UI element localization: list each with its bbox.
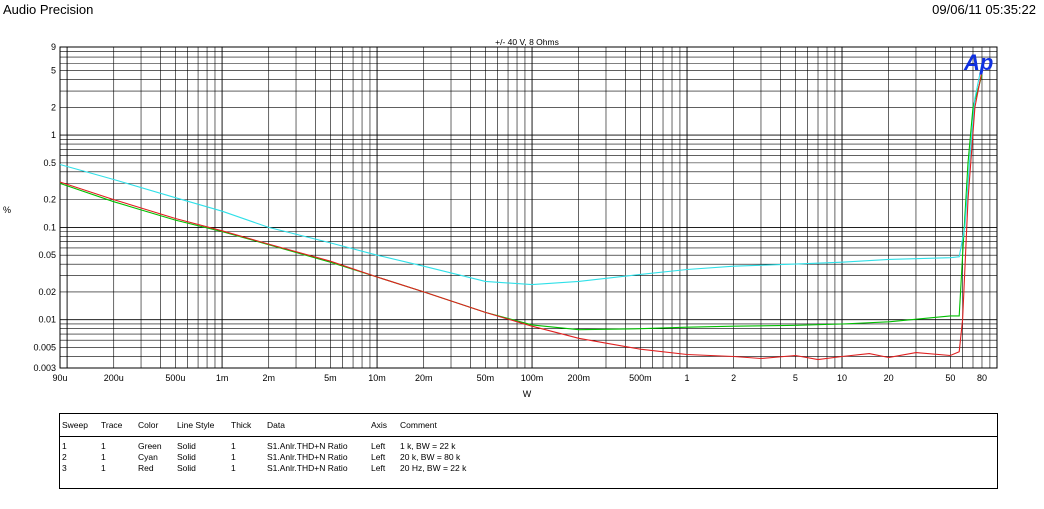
chart-title: +/- 40 V, 8 Ohms — [495, 37, 559, 47]
x-tick-label: 100m — [521, 373, 544, 383]
x-tick-label: 500m — [629, 373, 652, 383]
app-title: Audio Precision — [3, 2, 94, 17]
cell: 1 — [101, 463, 106, 473]
x-tick-label: 1m — [216, 373, 229, 383]
traces — [59, 63, 983, 361]
y-tick-label: 0.003 — [33, 363, 56, 373]
trace-1 — [59, 74, 983, 331]
y-tick-label: 0.005 — [33, 343, 56, 353]
cell: 1 — [231, 441, 236, 451]
x-tick-label: 1 — [685, 373, 690, 383]
x-tick-label: 5 — [793, 373, 798, 383]
x-tick-label: 80 — [977, 373, 987, 383]
x-tick-label: 2 — [731, 373, 736, 383]
cell: Cyan — [138, 452, 158, 462]
cell: S1.Anlr.THD+N Ratio — [267, 452, 348, 462]
timestamp: 09/06/11 05:35:22 — [932, 2, 1036, 17]
y-tick-label: 5 — [51, 66, 56, 76]
y-tick-label: 0.02 — [38, 287, 56, 297]
cell: 1 — [101, 452, 106, 462]
y-axis-label: % — [3, 205, 11, 215]
thd-plot: 90u 200u 500u 1m 2m 5m 10m 20m 50m 100m 200m 500m 1 2… — [3, 37, 998, 399]
col-line-style: Line Style — [177, 420, 215, 430]
cell: 1 — [101, 441, 106, 451]
y-tick-label: 1 — [51, 130, 56, 140]
cell: S1.Anlr.THD+N Ratio — [267, 463, 348, 473]
y-tick-label: 0.1 — [43, 222, 56, 232]
col-trace: Trace — [101, 420, 123, 430]
cell: 20 k, BW = 80 k — [400, 452, 461, 462]
cell: 1 k, BW = 22 k — [400, 441, 456, 451]
x-tick-label: 10 — [837, 373, 847, 383]
y-tick-label: 0.5 — [43, 158, 56, 168]
cell: 1 — [231, 452, 236, 462]
cell: Solid — [177, 452, 196, 462]
cell: Green — [138, 441, 162, 451]
col-data: Data — [267, 420, 285, 430]
col-thick: Thick — [231, 420, 252, 430]
cell: Red — [138, 463, 154, 473]
cell: S1.Anlr.THD+N Ratio — [267, 441, 348, 451]
x-tick-label: 20m — [415, 373, 433, 383]
y-tick-label: 9 — [51, 42, 56, 52]
col-color: Color — [138, 420, 159, 430]
x-tick-label: 2m — [262, 373, 275, 383]
col-comment: Comment — [400, 420, 437, 430]
cell: 3 — [62, 463, 67, 473]
legend-table: Sweep Trace Color Line Style Thick Data … — [59, 413, 998, 489]
x-tick-label: 90u — [52, 373, 67, 383]
x-tick-label: 200u — [104, 373, 124, 383]
cell: Left — [371, 452, 386, 462]
x-tick-label: 10m — [368, 373, 386, 383]
cell: 20 Hz, BW = 22 k — [400, 463, 467, 473]
cell: Solid — [177, 463, 196, 473]
col-sweep: Sweep — [62, 420, 88, 430]
tick-labels: 90u 200u 500u 1m 2m 5m 10m 20m 50m 100m 200m 500m 1 2… — [33, 42, 987, 383]
trace-2 — [59, 63, 983, 286]
cell: Solid — [177, 441, 196, 451]
plot-frame — [59, 46, 998, 369]
cell: 2 — [62, 452, 67, 462]
cell: Left — [371, 463, 386, 473]
x-tick-label: 50 — [945, 373, 955, 383]
grid-lines — [59, 46, 998, 369]
x-tick-label: 20 — [884, 373, 894, 383]
ap-logo: Ap — [963, 50, 993, 75]
trace-3 — [59, 70, 983, 361]
y-tick-label: 2 — [51, 102, 56, 112]
cell: Left — [371, 441, 386, 451]
x-tick-label: 50m — [477, 373, 495, 383]
cell: 1 — [62, 441, 67, 451]
x-tick-label: 5m — [324, 373, 337, 383]
x-tick-label: 200m — [567, 373, 590, 383]
y-tick-label: 0.2 — [43, 195, 56, 205]
y-tick-label: 0.01 — [38, 315, 56, 325]
x-axis-label: W — [523, 389, 532, 399]
x-tick-label: 500u — [165, 373, 185, 383]
y-tick-label: 0.05 — [38, 250, 56, 260]
cell: 1 — [231, 463, 236, 473]
col-axis: Axis — [371, 420, 388, 430]
legend-header-row: Sweep Trace Color Line Style Thick Data … — [60, 414, 997, 437]
